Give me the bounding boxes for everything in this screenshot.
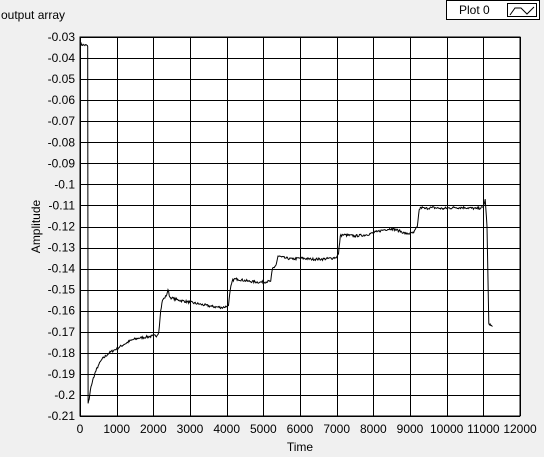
x-tick-label: 0 [77, 422, 84, 436]
y-tick-label: -0.04 [48, 51, 76, 65]
y-tick-label: -0.1 [54, 177, 75, 191]
x-tick-label: 11000 [467, 422, 500, 436]
y-tick-label: -0.08 [48, 135, 76, 149]
y-tick-label: -0.19 [48, 367, 76, 381]
y-tick-label: -0.06 [48, 93, 76, 107]
y-tick-label: -0.07 [48, 114, 76, 128]
x-tick-label: 9000 [397, 422, 424, 436]
y-tick-label: -0.11 [49, 198, 76, 212]
x-tick-label: 1000 [103, 422, 130, 436]
series-line-plot-0 [79, 41, 493, 404]
x-tick-label: 10000 [430, 422, 464, 436]
y-tick-label: -0.12 [48, 220, 76, 234]
x-tick-label: 3000 [177, 422, 204, 436]
x-tick-label: 5000 [250, 422, 277, 436]
y-tick-label: -0.03 [48, 30, 76, 44]
x-tick-label: 2000 [140, 422, 167, 436]
y-axis-label: Amplitude [29, 200, 43, 254]
x-tick-label: 4000 [213, 422, 240, 436]
chart-title: output array [1, 8, 66, 22]
x-tick-label: 12000 [503, 422, 537, 436]
y-tick-label: -0.16 [48, 304, 76, 318]
y-tick-label: -0.18 [48, 346, 76, 360]
legend-label: Plot 0 [459, 3, 490, 17]
y-tick-label: -0.09 [48, 156, 76, 170]
legend-line-swatch-icon [507, 3, 537, 17]
plot-frame [79, 36, 521, 417]
y-tick-label: -0.17 [48, 325, 76, 339]
y-tick-label: -0.14 [48, 262, 76, 276]
y-tick-label: -0.15 [48, 283, 76, 297]
x-tick-label: 8000 [360, 422, 387, 436]
x-tick-label: 7000 [323, 422, 350, 436]
x-tick-label: 6000 [287, 422, 314, 436]
y-tick-label: -0.21 [48, 409, 76, 423]
y-tick-label: -0.13 [48, 241, 76, 255]
x-tick-labels: 0 1000 2000 3000 4000 5000 6000 7000 8000 9000 100… [77, 422, 537, 436]
y-tick-labels: -0.03 -0.04 -0.05 -0.06 -0.07 -0.08 -0.09 -0.1 -… [48, 30, 76, 423]
y-tick-label: -0.05 [48, 72, 76, 86]
x-axis-label: Time [287, 440, 314, 454]
legend: Plot 0 [446, 0, 540, 20]
y-tick-label: -0.2 [54, 388, 75, 402]
